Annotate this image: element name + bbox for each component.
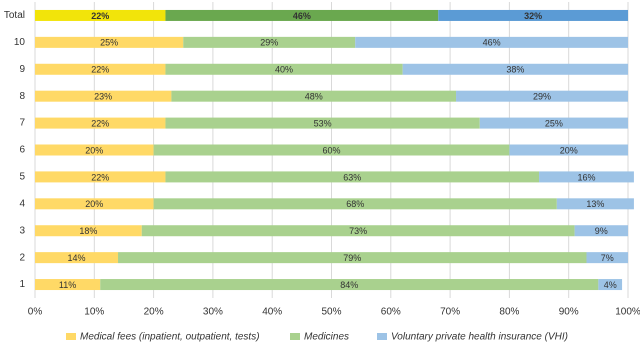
x-tick-label: 20% <box>144 307 164 318</box>
value-label: 25% <box>100 38 118 48</box>
y-tick-label: 7 <box>19 118 25 129</box>
value-label: 22% <box>91 65 109 75</box>
y-tick-label: 4 <box>19 198 25 209</box>
value-label: 53% <box>314 118 332 128</box>
value-label: 38% <box>506 65 524 75</box>
bar-segment <box>165 63 403 75</box>
bar-segment <box>171 90 457 102</box>
bar-segment <box>556 198 634 210</box>
value-label: 20% <box>85 199 103 209</box>
value-label: 73% <box>349 226 367 236</box>
y-tick-label: 6 <box>19 145 25 156</box>
legend-swatch <box>66 333 76 340</box>
value-label: 79% <box>343 253 361 263</box>
bar-segment <box>35 279 101 291</box>
y-tick-label: 8 <box>19 91 25 102</box>
bar-segment <box>165 117 480 129</box>
bar-segment <box>355 36 628 48</box>
y-tick-label: 10 <box>14 37 26 48</box>
bar-segment <box>586 252 628 264</box>
bar-segment <box>35 225 142 237</box>
value-label: 60% <box>322 145 340 155</box>
bar-segment <box>35 90 172 102</box>
bar-segment <box>539 171 634 183</box>
value-label: 22% <box>91 11 109 21</box>
y-tick-label: 1 <box>19 279 25 290</box>
bar-segment <box>35 117 166 129</box>
value-label: 22% <box>91 118 109 128</box>
bar-segment <box>118 252 587 264</box>
value-label: 40% <box>275 65 293 75</box>
y-tick-label: 5 <box>19 172 25 183</box>
y-tick-label: 9 <box>19 64 25 75</box>
y-tick-label: 2 <box>19 252 25 263</box>
value-label: 20% <box>560 145 578 155</box>
value-label: 32% <box>524 11 542 21</box>
bar-segment <box>35 252 119 264</box>
bar-segment <box>456 90 628 102</box>
value-label: 9% <box>595 226 608 236</box>
x-tick-label: 10% <box>84 307 104 318</box>
x-tick-label: 80% <box>499 307 519 318</box>
x-tick-label: 100% <box>615 307 640 318</box>
value-label: 20% <box>85 145 103 155</box>
bar-segment <box>509 144 628 156</box>
value-label: 63% <box>343 172 361 182</box>
bar-segment <box>100 279 599 291</box>
bar-segment <box>574 225 628 237</box>
value-label: 22% <box>91 172 109 182</box>
value-label: 46% <box>483 38 501 48</box>
value-label: 11% <box>59 280 76 290</box>
value-label: 7% <box>601 253 614 263</box>
x-tick-label: 40% <box>262 307 282 318</box>
legend-label: Medicines <box>304 332 349 343</box>
legend-label: Voluntary private health insurance (VHI) <box>391 332 568 343</box>
value-label: 4% <box>604 280 617 290</box>
value-label: 29% <box>260 38 278 48</box>
bar-segment <box>141 225 575 237</box>
value-label: 25% <box>545 118 563 128</box>
x-tick-label: 30% <box>203 307 223 318</box>
value-label: 14% <box>68 253 86 263</box>
legend-label: Medical fees (inpatient, outpatient, tes… <box>80 332 260 343</box>
x-tick-label: 70% <box>440 307 460 318</box>
value-label: 16% <box>577 172 595 182</box>
value-label: 29% <box>533 92 551 102</box>
bar-segment <box>153 198 557 210</box>
y-tick-label: 3 <box>19 225 25 236</box>
legend-swatch <box>377 333 387 340</box>
x-tick-label: 90% <box>559 307 579 318</box>
bar-segment <box>479 117 628 129</box>
bar-segment <box>165 9 439 21</box>
value-label: 68% <box>346 199 364 209</box>
bar-segment <box>183 36 356 48</box>
value-label: 18% <box>79 226 97 236</box>
bar-segment <box>165 171 540 183</box>
bar-segment <box>153 144 510 156</box>
x-tick-label: 0% <box>28 307 43 318</box>
bar-segment <box>35 36 184 48</box>
value-label: 46% <box>293 11 311 21</box>
bar-segment <box>438 9 628 21</box>
bar-segment <box>402 63 628 75</box>
value-label: 13% <box>586 199 604 209</box>
bar-segment <box>35 144 154 156</box>
bar-segment <box>35 9 166 21</box>
y-tick-label: Total <box>4 10 25 21</box>
x-tick-label: 60% <box>381 307 401 318</box>
bar-segment <box>35 198 154 210</box>
bar-segment <box>35 171 166 183</box>
value-label: 84% <box>340 280 358 290</box>
bar-segment <box>598 279 623 291</box>
x-tick-label: 50% <box>321 307 341 318</box>
value-label: 48% <box>305 92 323 102</box>
value-label: 23% <box>94 92 112 102</box>
legend-swatch <box>290 333 300 340</box>
bar-segment <box>35 63 166 75</box>
